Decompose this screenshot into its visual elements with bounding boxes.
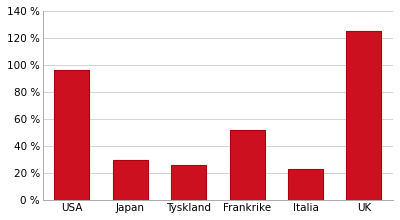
Bar <box>346 31 381 200</box>
Bar <box>113 160 148 200</box>
Bar <box>288 169 323 200</box>
Bar <box>171 165 206 200</box>
Bar <box>54 70 89 200</box>
Bar <box>230 130 264 200</box>
